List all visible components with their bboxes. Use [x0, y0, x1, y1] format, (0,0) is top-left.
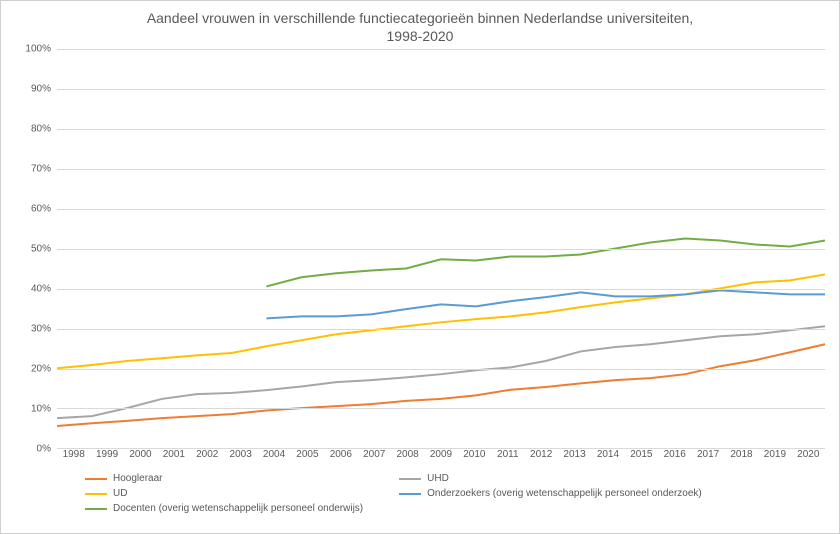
- gridline: [57, 129, 825, 130]
- legend-label: UHD: [427, 473, 449, 484]
- x-axis: 1998199920002001200220032004200520062007…: [57, 449, 825, 467]
- y-axis: 0%10%20%30%40%50%60%70%80%90%100%: [15, 49, 57, 449]
- legend-label: Onderzoekers (overig wetenschappelijk pe…: [427, 488, 702, 499]
- x-tick-label: 2002: [191, 449, 224, 467]
- series-line: [57, 327, 825, 419]
- gridline: [57, 289, 825, 290]
- gridline: [57, 448, 825, 449]
- gridline: [57, 408, 825, 409]
- legend-label: Hoogleraar: [113, 473, 162, 484]
- legend-item: Hoogleraar: [85, 473, 389, 484]
- series-line: [266, 239, 825, 287]
- y-tick-label: 80%: [31, 124, 51, 135]
- x-tick-label: 2009: [424, 449, 457, 467]
- legend-swatch: [399, 478, 421, 480]
- y-tick-label: 50%: [31, 244, 51, 255]
- x-tick-label: 2018: [725, 449, 758, 467]
- y-tick-label: 90%: [31, 84, 51, 95]
- gridline: [57, 209, 825, 210]
- legend-item: UD: [85, 488, 389, 499]
- x-tick-label: 1998: [57, 449, 90, 467]
- gridline: [57, 169, 825, 170]
- x-tick-label: 2020: [792, 449, 825, 467]
- x-tick-label: 2004: [257, 449, 290, 467]
- gridline: [57, 89, 825, 90]
- legend-label: UD: [113, 488, 127, 499]
- legend-item: UHD: [399, 473, 825, 484]
- x-tick-label: 2012: [524, 449, 557, 467]
- y-tick-label: 10%: [31, 404, 51, 415]
- x-tick-label: 2019: [758, 449, 791, 467]
- chart-title-line-1: Aandeel vrouwen in verschillende functie…: [147, 10, 693, 26]
- legend-swatch: [85, 508, 107, 510]
- gridline: [57, 49, 825, 50]
- x-tick-label: 2011: [491, 449, 524, 467]
- gridline: [57, 329, 825, 330]
- y-tick-label: 70%: [31, 164, 51, 175]
- y-tick-label: 40%: [31, 284, 51, 295]
- legend-item: Onderzoekers (overig wetenschappelijk pe…: [399, 488, 825, 499]
- legend-swatch: [85, 478, 107, 480]
- series-line: [266, 291, 825, 319]
- y-tick-label: 0%: [37, 444, 51, 455]
- legend-swatch: [399, 493, 421, 495]
- plot: [57, 49, 825, 449]
- x-tick-label: 2015: [625, 449, 658, 467]
- x-tick-label: 2003: [224, 449, 257, 467]
- x-tick-label: 2007: [358, 449, 391, 467]
- y-tick-label: 20%: [31, 364, 51, 375]
- plot-area: 0%10%20%30%40%50%60%70%80%90%100%: [15, 49, 825, 449]
- y-tick-label: 30%: [31, 324, 51, 335]
- y-tick-label: 60%: [31, 204, 51, 215]
- legend: Hoogleraar UHD UD Onderzoekers (overig wete…: [85, 473, 825, 514]
- legend-label: Docenten (overig wetenschappelijk person…: [113, 503, 363, 514]
- chart-container: Aandeel vrouwen in verschillende functie…: [0, 0, 840, 534]
- x-tick-label: 2000: [124, 449, 157, 467]
- gridline: [57, 369, 825, 370]
- y-tick-label: 100%: [25, 44, 51, 55]
- x-tick-label: 2005: [291, 449, 324, 467]
- x-tick-label: 2010: [458, 449, 491, 467]
- legend-swatch: [85, 493, 107, 495]
- x-tick-label: 1999: [90, 449, 123, 467]
- x-tick-label: 2017: [691, 449, 724, 467]
- x-tick-label: 2001: [157, 449, 190, 467]
- gridline: [57, 249, 825, 250]
- x-tick-label: 2014: [591, 449, 624, 467]
- x-tick-label: 2008: [391, 449, 424, 467]
- x-tick-label: 2013: [558, 449, 591, 467]
- x-tick-label: 2016: [658, 449, 691, 467]
- chart-title: Aandeel vrouwen in verschillende functie…: [15, 9, 825, 45]
- legend-item: Docenten (overig wetenschappelijk person…: [85, 503, 389, 514]
- x-tick-label: 2006: [324, 449, 357, 467]
- chart-title-line-2: 1998-2020: [387, 28, 454, 44]
